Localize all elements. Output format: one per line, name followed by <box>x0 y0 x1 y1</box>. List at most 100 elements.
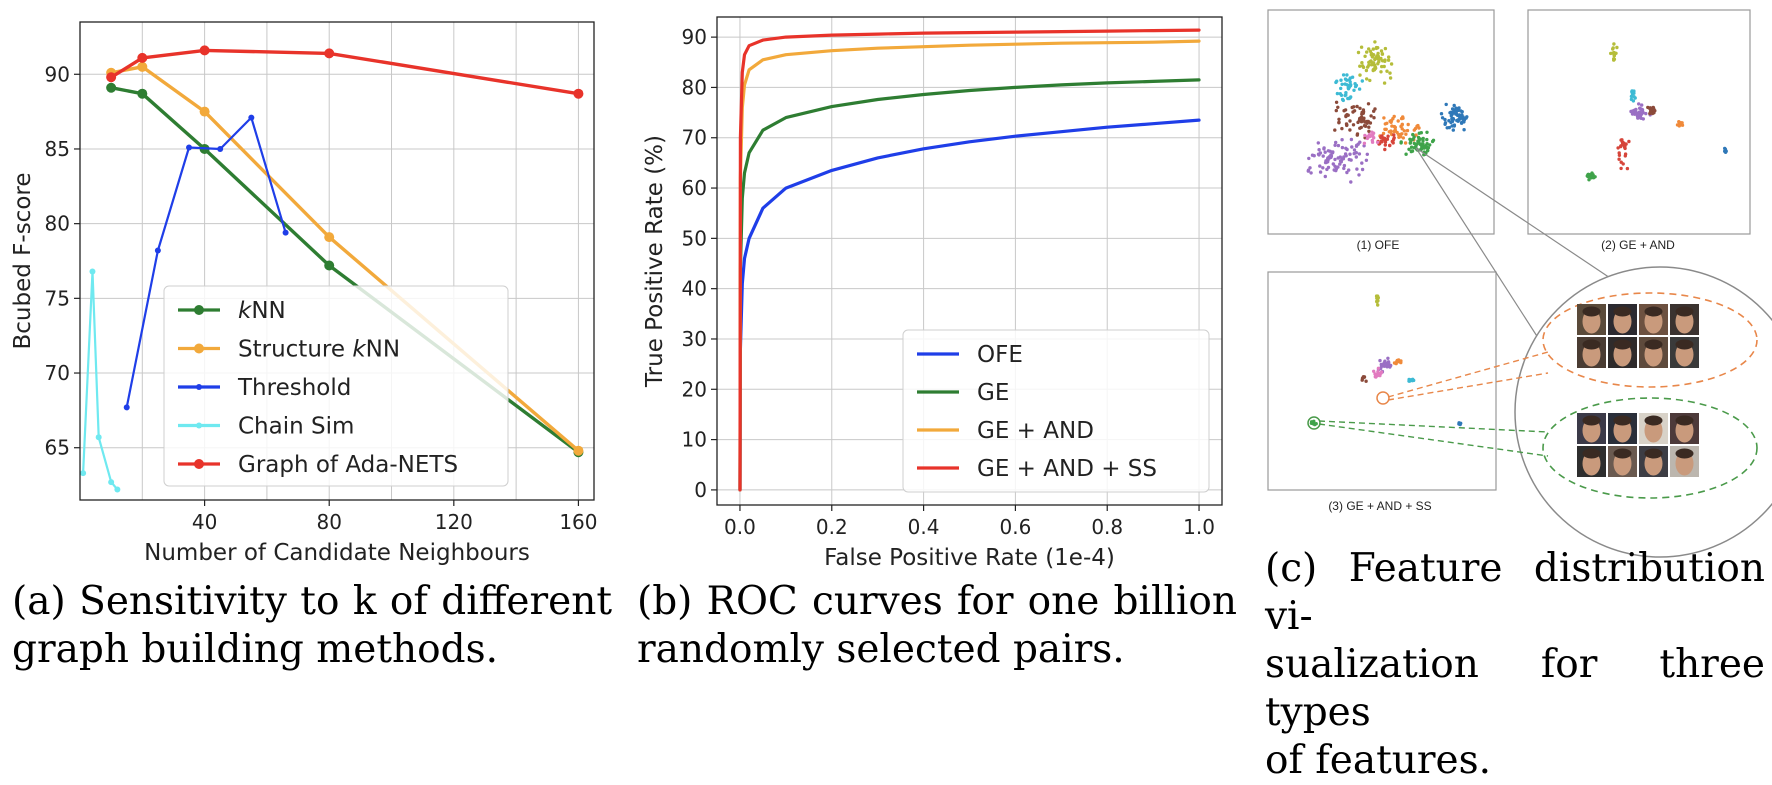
scatter-point <box>1590 171 1594 175</box>
chart-a-frame <box>79 21 595 501</box>
scatter-plot-ge-and-ss-label: (3) GE + AND + SS <box>1328 499 1431 513</box>
scatter-point <box>1393 128 1397 133</box>
scatter-point <box>1620 138 1624 142</box>
scatter-point <box>1402 129 1407 133</box>
scatter-point <box>1331 162 1336 166</box>
legend-marker <box>196 384 202 390</box>
scatter-point <box>1350 145 1354 149</box>
scatter-point <box>1326 165 1331 170</box>
scatter-point <box>1625 166 1630 171</box>
scatter-point <box>1360 79 1365 83</box>
scatter-point <box>1371 61 1376 65</box>
scatter-point <box>1609 51 1613 56</box>
y-tick-label: 80 <box>45 212 70 236</box>
scatter-point <box>1384 127 1388 131</box>
scatter-point <box>1392 133 1396 137</box>
scatter-point <box>1339 86 1343 91</box>
x-tick-label: 0.4 <box>908 515 940 539</box>
scatter-point <box>1425 149 1430 153</box>
scatter-point <box>1342 166 1346 171</box>
scatter-point <box>1381 131 1386 136</box>
y-tick-label: 40 <box>682 277 707 301</box>
scatter-point <box>1360 161 1364 165</box>
scatter-point <box>1352 151 1356 156</box>
face-thumbnail <box>1608 446 1637 477</box>
scatter-point <box>1363 54 1367 58</box>
scatter-plot-ge-and-ss-frame <box>1267 271 1497 491</box>
scatter-point <box>1383 138 1388 142</box>
scatter-point <box>1365 120 1369 124</box>
x-tick-label: 0.8 <box>1091 515 1123 539</box>
y-tick-label: 70 <box>682 126 707 150</box>
orange-cluster-marker <box>1376 391 1390 405</box>
chart-a-legend: kNN Structure kNN Threshold Chain Sim Graph … <box>163 285 509 487</box>
scatter-point <box>1367 125 1371 129</box>
scatter-point <box>1379 370 1384 374</box>
caption-b: (b) ROC curves for one billion randomly … <box>637 578 1237 674</box>
scatter-point <box>1617 151 1621 155</box>
scatter-point <box>1459 109 1463 113</box>
face-thumbnail <box>1639 446 1668 477</box>
data-point <box>114 486 121 493</box>
scatter-point <box>1350 75 1355 79</box>
face-thumbnail <box>1608 304 1637 335</box>
scatter-point <box>1443 117 1447 122</box>
scatter-point <box>1465 115 1469 119</box>
data-point <box>108 479 115 486</box>
scatter-point <box>1337 117 1341 122</box>
scatter-point <box>1380 52 1385 56</box>
x-tick-label: 0.2 <box>816 515 848 539</box>
scatter-point <box>1447 119 1451 123</box>
scatter-point <box>1306 169 1311 173</box>
data-point <box>573 445 584 456</box>
scatter-point <box>1418 137 1422 141</box>
scatter-point <box>1413 126 1418 131</box>
caption-c-line: (c) Feature distribution vi- <box>1265 546 1765 639</box>
data-point <box>282 229 289 236</box>
chart-a-ylabel: Bcubed F-score <box>10 173 36 350</box>
scatter-point <box>1386 134 1390 138</box>
scatter-point <box>1365 50 1369 54</box>
legend-label: GE <box>977 380 1009 406</box>
scatter-point <box>1367 129 1371 133</box>
scatter-point <box>1379 135 1383 140</box>
scatter-point <box>1585 174 1590 178</box>
scatter-point <box>1457 117 1461 122</box>
chart-b-legend: OFE GE GE + AND GE + AND + SS <box>902 329 1210 493</box>
chart-b-ticks: 0.0 0.2 0.4 0.6 0.8 1.0 0 10 20 30 40 50 60 70 80 90 <box>682 25 1215 539</box>
scatter-point <box>1356 50 1361 55</box>
scatter-point <box>1318 164 1322 168</box>
y-tick-label: 30 <box>682 327 707 351</box>
scatter-point <box>1612 57 1616 61</box>
scatter-point <box>1401 115 1405 119</box>
scatter-point <box>1354 83 1359 88</box>
scatter-point <box>1323 160 1328 165</box>
scatter-point <box>1392 136 1396 140</box>
scatter-point <box>1342 109 1346 113</box>
green-cluster-ellipse <box>1542 397 1758 499</box>
scatter-point <box>1334 140 1338 145</box>
scatter-point <box>1401 136 1406 140</box>
y-tick-label: 80 <box>682 75 707 99</box>
data-point <box>199 45 210 56</box>
scatter-point <box>1336 143 1341 148</box>
scatter-point <box>1386 58 1391 62</box>
scatter-point <box>1339 78 1343 82</box>
scatter-point <box>1383 147 1387 152</box>
legend-marker <box>194 459 204 469</box>
scatter-point <box>1678 121 1683 125</box>
scatter-point <box>1349 180 1353 184</box>
data-point <box>95 434 102 441</box>
scatter-point <box>1318 170 1323 174</box>
scatter-point <box>1316 152 1321 156</box>
scatter-point <box>1335 79 1339 83</box>
scatter-point <box>1448 111 1452 115</box>
scatter-point <box>1425 130 1429 134</box>
scatter-point <box>1417 131 1422 135</box>
scatter-point <box>1360 167 1365 172</box>
face-thumbnail <box>1670 446 1699 477</box>
scatter-point <box>1330 151 1335 155</box>
x-tick-label: 80 <box>316 510 341 534</box>
scatter-point <box>1376 57 1380 61</box>
green-pointer-line <box>1318 420 1549 433</box>
